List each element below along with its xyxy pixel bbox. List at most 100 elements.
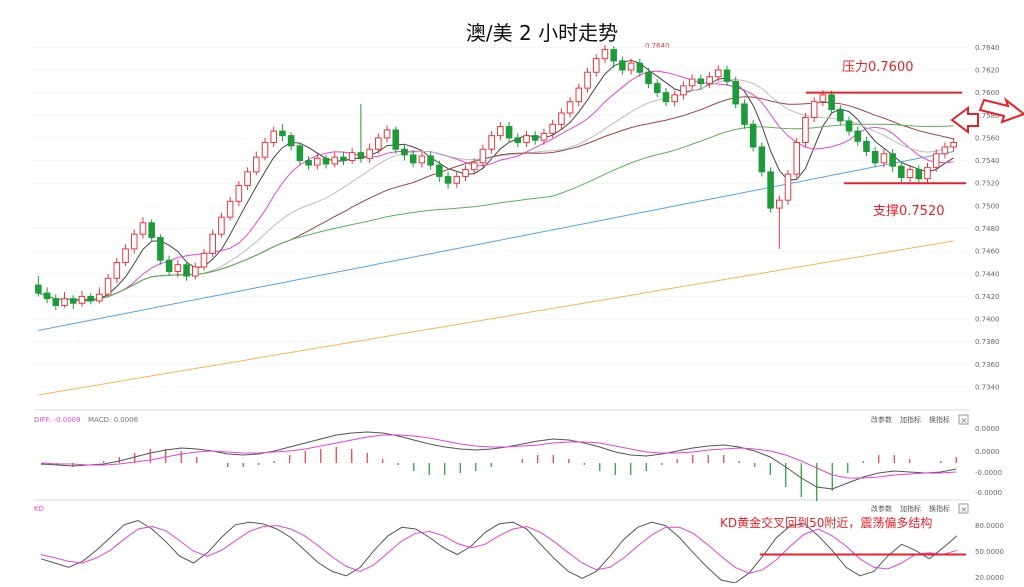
candle-body: [880, 153, 888, 164]
candle-body: [793, 141, 801, 175]
price-tick-label: 0.7340: [975, 384, 1000, 392]
ma10-line: [38, 70, 954, 301]
candle-body: [183, 264, 190, 277]
candle-body: [540, 132, 548, 141]
kd-close-icon: ×: [961, 505, 968, 514]
candle-body: [610, 49, 617, 62]
support-label: 支撑0.7520: [873, 204, 945, 219]
ma250-line: [38, 240, 954, 396]
candle-body: [627, 62, 635, 71]
candle-body: [950, 141, 957, 148]
candle-body: [505, 126, 513, 139]
kd-label: KD: [34, 505, 44, 513]
candle-body: [575, 87, 583, 103]
candle-body: [436, 164, 443, 177]
candle-body: [122, 248, 129, 263]
candle-body: [139, 222, 147, 235]
candlesticks: [35, 45, 957, 311]
candle-body: [191, 266, 199, 277]
macd-dif-line: [41, 431, 957, 490]
candle-body: [322, 157, 330, 165]
candle-body: [688, 78, 696, 87]
candle-body: [235, 184, 243, 202]
candle-body: [653, 83, 661, 94]
candle-body: [35, 284, 42, 294]
candle-body: [418, 155, 426, 164]
candle-body: [584, 71, 591, 89]
candle-body: [287, 135, 295, 147]
outline-arrow-icon: [950, 106, 979, 134]
macd-add-indicator-button[interactable]: 加指标: [900, 415, 921, 424]
price-tick-label: 0.7540: [975, 157, 1000, 165]
candle-body: [758, 146, 766, 173]
candle-body: [863, 140, 870, 152]
kd-chart: [40, 519, 958, 584]
candle-body: [270, 130, 278, 143]
candle-body: [810, 101, 818, 119]
chart-title: 澳/美 2 小时走势: [466, 21, 618, 45]
candle-body: [427, 155, 434, 166]
macd-tick: 0.0000: [975, 425, 1000, 433]
peak-price-label: 0.7640: [645, 42, 670, 50]
candle-body: [87, 295, 94, 302]
moving-averages: [38, 59, 954, 396]
candle-body: [392, 129, 400, 150]
candle-body: [69, 298, 77, 304]
price-tick-label: 0.7500: [975, 202, 1000, 210]
candle-body: [218, 216, 225, 235]
candle-body: [697, 78, 705, 85]
ma5-line: [38, 59, 954, 302]
candle-body: [61, 298, 68, 306]
kd-d-line: [40, 525, 958, 574]
macd-axis: 0.0000 0.0000 -0.0000 -0.0000: [975, 425, 1002, 497]
candle-body: [296, 145, 304, 162]
candle-body: [113, 261, 121, 279]
ma120-line: [38, 151, 954, 331]
kd-add-indicator-button[interactable]: 加指标: [900, 504, 921, 513]
candle-body: [601, 49, 609, 60]
kd-tick: 80.0000: [975, 522, 1004, 530]
kd-switch-indicator-button[interactable]: 换指标: [929, 504, 950, 513]
macd-dea-line: [41, 434, 957, 479]
main-grid: [34, 46, 970, 388]
candle-body: [497, 126, 504, 137]
candle-body: [226, 200, 234, 218]
kd-settings-button[interactable]: 改参数: [871, 504, 892, 513]
price-tick-label: 0.7580: [975, 112, 1000, 120]
candle-body: [889, 153, 896, 167]
macd-switch-indicator-button[interactable]: 换指标: [929, 415, 950, 424]
candle-body: [470, 162, 478, 171]
kd-annotation: KD黄金交叉回到50附近，震荡偏多结构: [720, 515, 932, 530]
candle-body: [523, 135, 530, 143]
candle-body: [915, 169, 923, 180]
price-tick-label: 0.7520: [975, 180, 1000, 188]
candle-body: [566, 101, 574, 114]
macd-chart: [41, 431, 957, 501]
candle-body: [837, 109, 844, 122]
resistance-label: 压力0.7600: [842, 60, 914, 75]
candle-body: [78, 295, 86, 304]
candle-body: [932, 153, 940, 168]
candle-body: [636, 62, 644, 73]
candle-body: [741, 103, 748, 125]
candle-body: [828, 94, 835, 111]
candle-body: [261, 141, 269, 158]
candle-body: [802, 117, 809, 143]
candle-body: [531, 135, 539, 141]
macd-close-button[interactable]: [958, 414, 969, 425]
candle-body: [331, 156, 339, 165]
kd-close-button[interactable]: [958, 503, 969, 514]
price-tick-label: 0.7620: [975, 66, 1000, 74]
candle-body: [357, 152, 365, 159]
candle-body: [200, 252, 208, 268]
candle-body: [723, 69, 731, 82]
outline-arrow-right-icon: [978, 97, 1024, 124]
candle-body: [209, 233, 216, 254]
candle-body: [174, 264, 182, 273]
candle-body: [148, 222, 155, 239]
candle-body: [157, 237, 164, 261]
kd-tick: 50.0000: [975, 548, 1004, 556]
price-tick-label: 0.7640: [975, 44, 1000, 52]
candle-body: [680, 85, 687, 96]
macd-settings-button[interactable]: 改参数: [871, 415, 892, 424]
